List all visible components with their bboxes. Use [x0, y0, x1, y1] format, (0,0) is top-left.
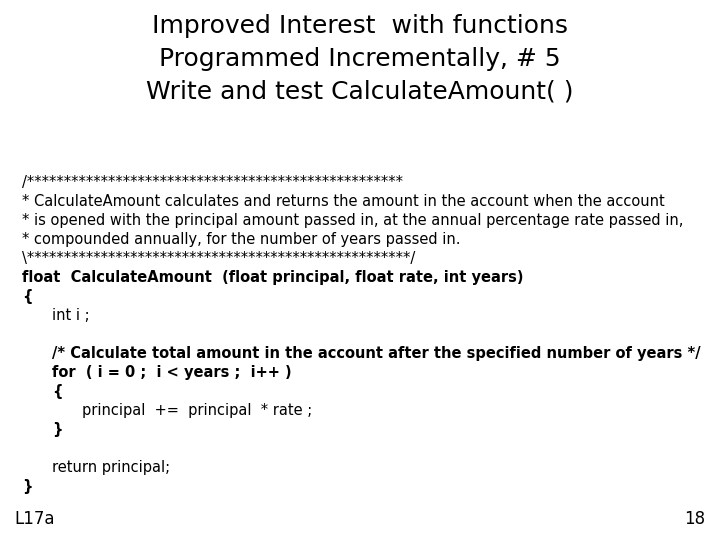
Text: }: } — [52, 422, 63, 437]
Text: {: { — [52, 384, 63, 399]
Text: 18: 18 — [685, 510, 706, 528]
Text: /***************************************************: /***************************************… — [22, 175, 403, 190]
Text: return principal;: return principal; — [52, 460, 170, 475]
Text: int i ;: int i ; — [52, 308, 89, 323]
Text: Programmed Incrementally, # 5: Programmed Incrementally, # 5 — [159, 47, 561, 71]
Text: * compounded annually, for the number of years passed in.: * compounded annually, for the number of… — [22, 232, 461, 247]
Text: principal  +=  principal  * rate ;: principal += principal * rate ; — [82, 403, 312, 418]
Text: Write and test CalculateAmount( ): Write and test CalculateAmount( ) — [146, 80, 574, 104]
Text: L17a: L17a — [14, 510, 55, 528]
Text: float  CalculateAmount  (float principal, float rate, int years): float CalculateAmount (float principal, … — [22, 270, 523, 285]
Text: Improved Interest  with functions: Improved Interest with functions — [152, 14, 568, 38]
Text: \****************************************************/: \***************************************… — [22, 251, 415, 266]
Text: /* Calculate total amount in the account after the specified number of years */: /* Calculate total amount in the account… — [52, 346, 701, 361]
Text: {: { — [22, 289, 32, 304]
Text: * CalculateAmount calculates and returns the amount in the account when the acco: * CalculateAmount calculates and returns… — [22, 194, 665, 209]
Text: for  ( i = 0 ;  i < years ;  i++ ): for ( i = 0 ; i < years ; i++ ) — [52, 365, 292, 380]
Text: }: } — [22, 479, 32, 494]
Text: * is opened with the principal amount passed in, at the annual percentage rate p: * is opened with the principal amount pa… — [22, 213, 683, 228]
